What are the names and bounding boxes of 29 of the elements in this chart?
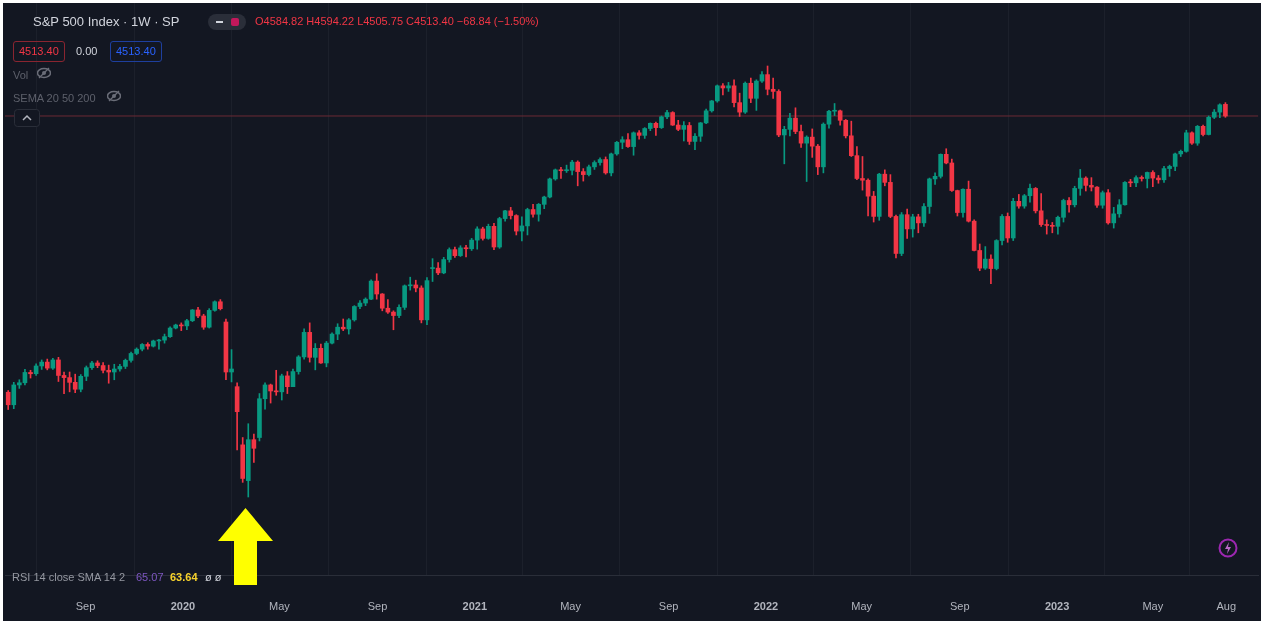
text: 4513.40 [13, 41, 65, 62]
x-tick-label: 2021 [462, 599, 488, 612]
candlestick [340, 318, 346, 331]
text: 65.07 [136, 571, 164, 584]
x-tick-label: Sep [75, 599, 96, 612]
candlestick [558, 166, 564, 179]
chart-title: S&P 500 Index · 1W · SP [33, 14, 180, 29]
text: 4513.40 [110, 41, 162, 62]
x-tick-label: Sep [367, 599, 388, 612]
x-tick-label: 2022 [753, 599, 779, 612]
text: O4584.82 H4594.22 L4505.75 C4513.40 −68.84 (−1.50%) [255, 15, 539, 28]
candlestick [681, 121, 687, 142]
text: 0.00 [76, 45, 98, 58]
x-tick-label: Sep [950, 599, 970, 612]
annotation: Vol [13, 69, 29, 82]
text: RSI 14 close SMA 14 2 [12, 571, 126, 584]
x-tick-label: May [560, 599, 582, 612]
x-tick-label: 2023 [1044, 599, 1070, 612]
text: ø ø [205, 571, 222, 584]
candlestick [463, 244, 469, 258]
candlestick [720, 83, 726, 96]
annotation: SEMA 20 50 200 [13, 92, 96, 105]
x-tick-label: Aug [1216, 599, 1236, 612]
x-tick-label: May [851, 599, 873, 612]
x-tick-label: May [269, 599, 291, 612]
x-tick-label: 2020 [170, 599, 196, 612]
x-tick-label: Sep [658, 599, 679, 612]
text: 63.64 [170, 571, 198, 584]
x-tick-label: May [1142, 599, 1164, 612]
